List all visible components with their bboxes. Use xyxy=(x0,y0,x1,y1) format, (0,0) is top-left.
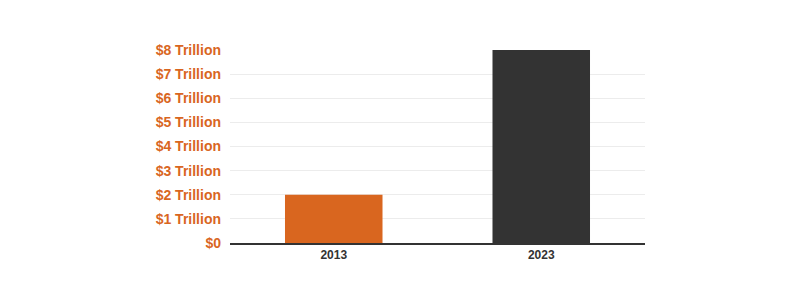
svg-text:$5 Trillion: $5 Trillion xyxy=(156,114,221,130)
svg-text:2023: 2023 xyxy=(528,248,555,262)
svg-text:$8 Trillion: $8 Trillion xyxy=(156,42,221,58)
svg-text:2013: 2013 xyxy=(320,248,347,262)
svg-text:$2 Trillion: $2 Trillion xyxy=(156,187,221,203)
svg-text:$4 Trillion: $4 Trillion xyxy=(156,138,221,154)
svg-text:$0: $0 xyxy=(205,235,221,251)
svg-text:$3 Trillion: $3 Trillion xyxy=(156,163,221,179)
svg-text:$7 Trillion: $7 Trillion xyxy=(156,66,221,82)
svg-text:$1 Trillion: $1 Trillion xyxy=(156,211,221,227)
svg-text:$6 Trillion: $6 Trillion xyxy=(156,90,221,106)
